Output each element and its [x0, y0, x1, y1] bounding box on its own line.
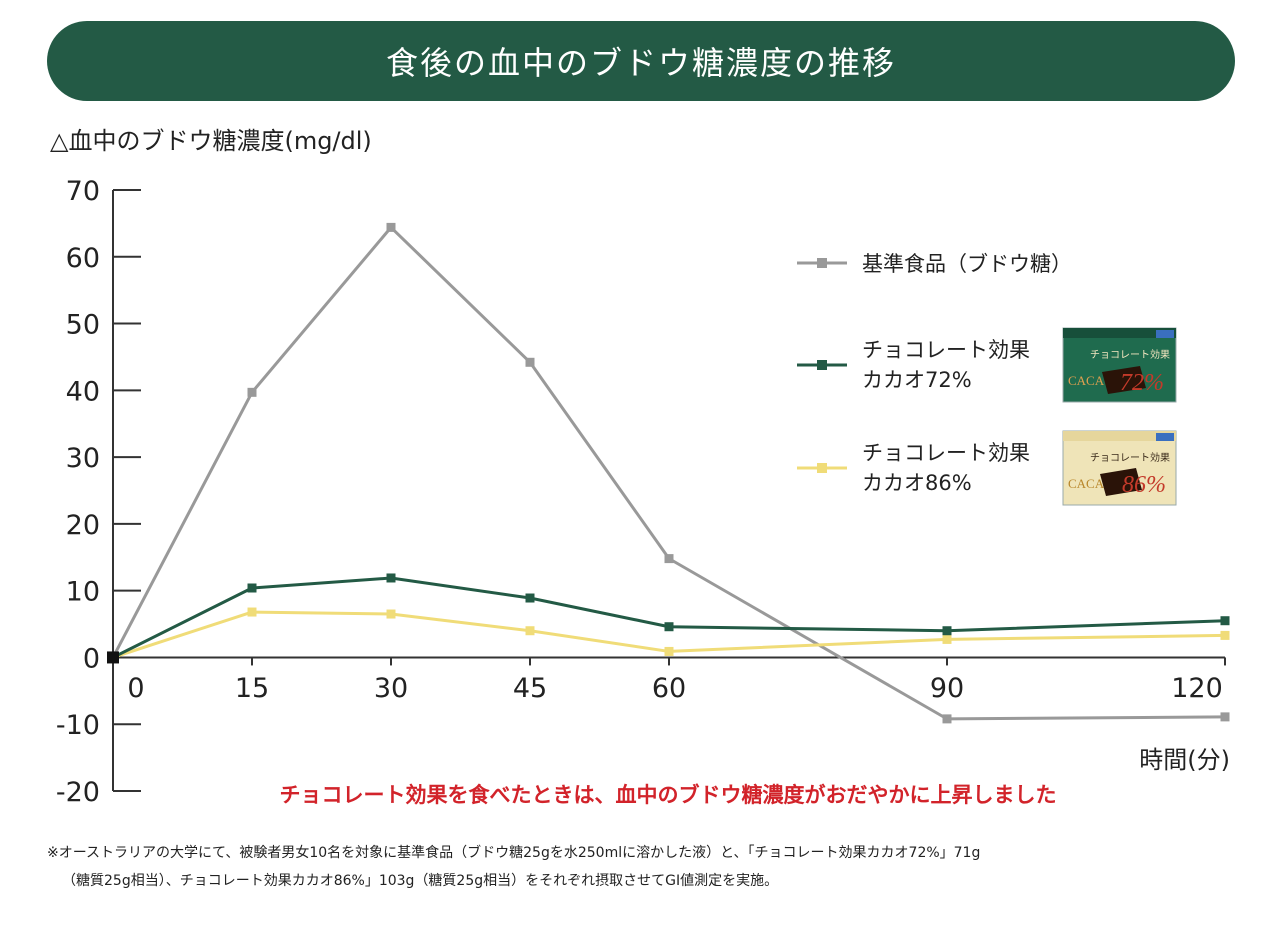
product-86-percent: 86% — [1122, 472, 1166, 498]
legend-marker-cacao72 — [817, 360, 827, 370]
data-point-2-1 — [247, 607, 257, 617]
data-point-2-3 — [525, 626, 535, 636]
legend-label-cacao86-line1: チョコレート効果 — [862, 441, 1030, 465]
chart-title-banner: 食後の血中のブドウ糖濃度の推移 — [47, 21, 1235, 101]
origin-marker — [107, 651, 119, 664]
product-image-cacao72: チョコレート効果 CACAO 72% — [1062, 327, 1177, 403]
product-72-cacao: CACAO — [1068, 373, 1114, 388]
y-tick-label: 20 — [66, 510, 100, 541]
product-image-cacao86: チョコレート効果 CACAO 86% — [1062, 430, 1177, 506]
y-tick-label: -10 — [56, 710, 100, 741]
y-tick-label: 0 — [83, 643, 100, 674]
data-point-2-2 — [386, 609, 396, 619]
data-point-1-5 — [942, 626, 952, 636]
data-point-2-4 — [664, 646, 674, 656]
data-point-1-3 — [525, 593, 535, 603]
data-point-1-6 — [1220, 616, 1230, 626]
y-tick-label: 50 — [66, 310, 100, 341]
data-point-0-2 — [386, 222, 396, 232]
x-tick-label: 60 — [652, 673, 686, 704]
product-72-brand: チョコレート効果 — [1090, 348, 1170, 361]
series-line-0 — [111, 225, 1226, 721]
legend-label-cacao86-line2: カカオ86% — [862, 471, 972, 495]
y-axis-label: △血中のブドウ糖濃度(mg/dl) — [50, 127, 372, 155]
data-point-0-5 — [942, 714, 952, 724]
legend-marker-reference — [817, 258, 827, 268]
data-point-1-2 — [386, 573, 396, 583]
highlight-message: チョコレート効果を食べたときは、血中のブドウ糖濃度がおだやかに上昇しました — [280, 783, 1057, 807]
data-point-1-4 — [664, 622, 674, 632]
y-tick-label: 10 — [66, 577, 100, 608]
product-86-brand: チョコレート効果 — [1090, 451, 1170, 464]
legend-label-cacao72-line2: カカオ72% — [862, 368, 972, 392]
x-axis-ticks: 0 15 30 45 60 90 120 — [127, 657, 1226, 704]
y-tick-label: 30 — [66, 443, 100, 474]
x-tick-label: 15 — [235, 673, 269, 704]
legend: 基準食品（ブドウ糖） チョコレート効果 カカオ72% チョコレート効果 カカオ8… — [797, 252, 1072, 495]
y-axis-ticks: 70 60 50 40 30 20 10 0 -10 -20 — [56, 176, 141, 808]
data-point-2-6 — [1220, 630, 1230, 640]
y-tick-label: 60 — [66, 243, 100, 274]
data-point-1-1 — [247, 583, 257, 593]
chart-title: 食後の血中のブドウ糖濃度の推移 — [385, 44, 896, 82]
x-tick-label: 90 — [930, 673, 964, 704]
x-tick-label: 45 — [513, 673, 547, 704]
y-tick-label: 70 — [66, 176, 100, 207]
x-axis-label: 時間(分) — [1139, 746, 1230, 774]
product-72-percent: 72% — [1120, 370, 1164, 396]
legend-item-reference: 基準食品（ブドウ糖） — [797, 252, 1072, 276]
x-tick-label: 120 — [1171, 673, 1223, 704]
footnote-line-1: ※オーストラリアの大学にて、被験者男女10名を対象に基準食品（ブドウ糖25gを水… — [47, 845, 981, 861]
series-line-1 — [112, 576, 1226, 659]
data-point-0-6 — [1220, 712, 1230, 722]
data-point-0-3 — [525, 357, 535, 367]
y-tick-label: 40 — [66, 376, 100, 407]
footnote-line-2: （糖質25g相当）、チョコレート効果カカオ86%」103g（糖質25g相当）をそ… — [62, 873, 779, 889]
x-tick-label: 30 — [374, 673, 408, 704]
legend-marker-cacao86 — [817, 463, 827, 473]
data-point-2-5 — [942, 634, 952, 644]
x-tick-label: 0 — [127, 673, 144, 704]
legend-label-reference: 基準食品（ブドウ糖） — [862, 252, 1072, 276]
legend-item-cacao72: チョコレート効果 カカオ72% — [797, 338, 1030, 392]
series-layer — [107, 222, 1230, 724]
data-point-0-1 — [247, 387, 257, 397]
y-tick-label: -20 — [56, 777, 100, 808]
legend-label-cacao72-line1: チョコレート効果 — [862, 338, 1030, 362]
data-point-0-4 — [664, 554, 674, 564]
legend-item-cacao86: チョコレート効果 カカオ86% — [797, 441, 1030, 495]
